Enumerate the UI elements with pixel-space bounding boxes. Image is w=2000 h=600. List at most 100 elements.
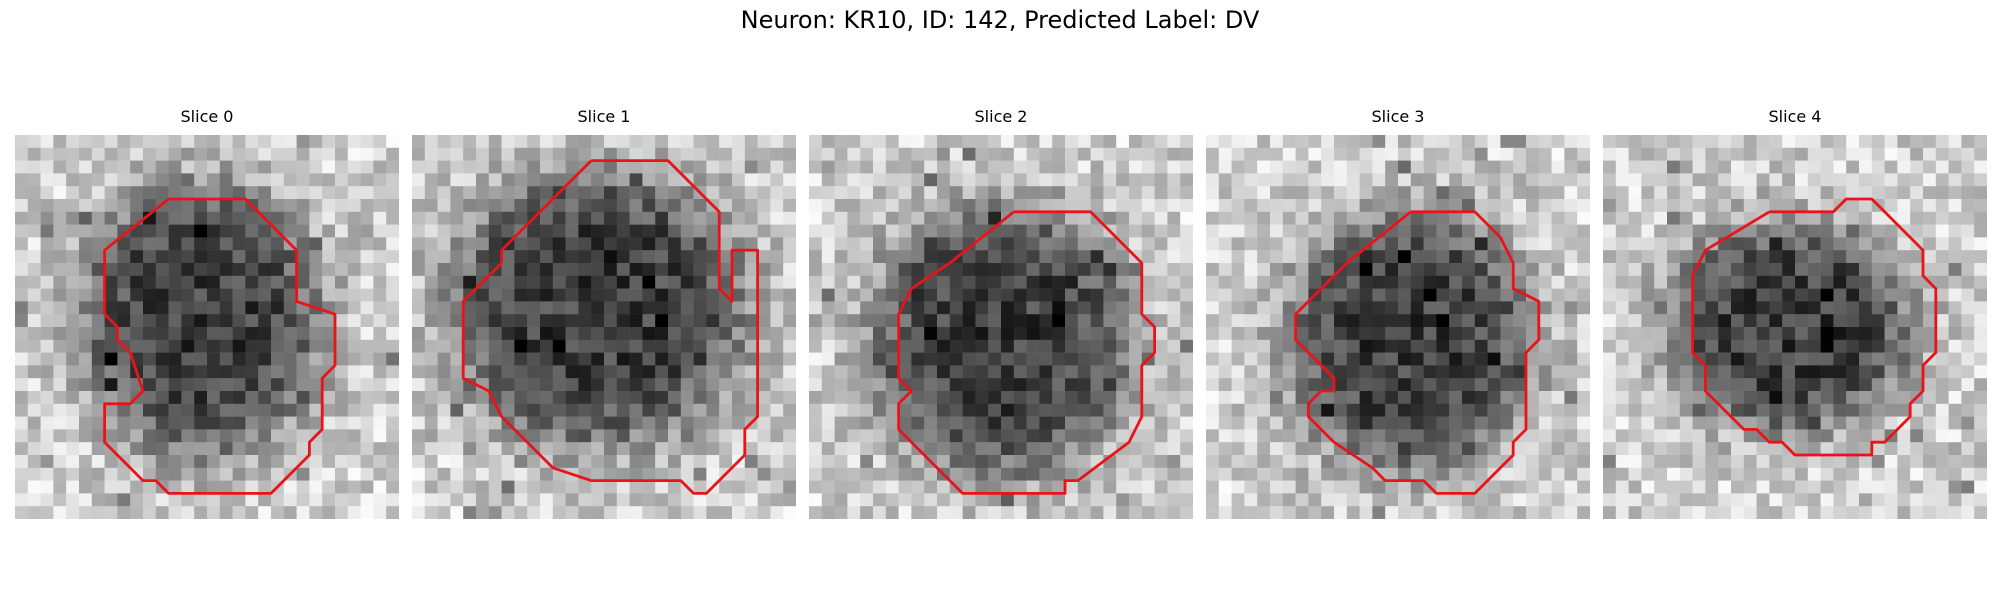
image-pixel bbox=[1052, 467, 1066, 481]
image-pixel bbox=[1654, 147, 1668, 161]
image-pixel bbox=[988, 416, 1002, 430]
image-pixel bbox=[834, 173, 848, 187]
image-pixel bbox=[360, 365, 374, 379]
image-pixel bbox=[283, 288, 297, 302]
image-pixel bbox=[463, 467, 477, 481]
image-pixel bbox=[1385, 327, 1399, 341]
image-pixel bbox=[1398, 416, 1412, 430]
image-pixel bbox=[335, 327, 349, 341]
image-pixel bbox=[66, 186, 80, 200]
image-pixel bbox=[1410, 275, 1424, 289]
image-pixel bbox=[757, 429, 771, 443]
image-pixel bbox=[1372, 429, 1386, 443]
image-pixel bbox=[949, 301, 963, 315]
image-pixel bbox=[847, 493, 861, 507]
image-pixel bbox=[450, 352, 464, 366]
image-pixel bbox=[1436, 275, 1450, 289]
image-pixel bbox=[1859, 339, 1873, 353]
image-pixel bbox=[143, 237, 157, 251]
image-pixel bbox=[1372, 365, 1386, 379]
image-pixel bbox=[1308, 199, 1322, 213]
image-pixel bbox=[1897, 429, 1911, 443]
image-pixel bbox=[450, 506, 464, 519]
image-pixel bbox=[1257, 250, 1271, 264]
image-pixel bbox=[1295, 467, 1309, 481]
image-pixel bbox=[232, 506, 246, 519]
image-pixel bbox=[1218, 263, 1232, 277]
image-pixel bbox=[834, 493, 848, 507]
image-pixel bbox=[1910, 301, 1924, 315]
image-pixel bbox=[168, 237, 182, 251]
image-pixel bbox=[860, 211, 874, 225]
image-pixel bbox=[1359, 493, 1373, 507]
image-pixel bbox=[450, 339, 464, 353]
image-pixel bbox=[1013, 224, 1027, 238]
image-pixel bbox=[15, 275, 29, 289]
image-pixel bbox=[1795, 378, 1809, 392]
image-pixel bbox=[232, 263, 246, 277]
image-pixel bbox=[873, 250, 887, 264]
image-pixel bbox=[1334, 173, 1348, 187]
image-pixel bbox=[1910, 327, 1924, 341]
image-pixel bbox=[1820, 288, 1834, 302]
image-pixel bbox=[1103, 237, 1117, 251]
image-pixel bbox=[873, 224, 887, 238]
image-pixel bbox=[885, 442, 899, 456]
image-pixel bbox=[181, 224, 195, 238]
image-pixel bbox=[1551, 506, 1565, 519]
image-pixel bbox=[847, 480, 861, 494]
image-pixel bbox=[655, 365, 669, 379]
image-pixel bbox=[1103, 288, 1117, 302]
image-pixel bbox=[1884, 455, 1898, 469]
image-pixel bbox=[232, 224, 246, 238]
image-pixel bbox=[1795, 173, 1809, 187]
image-pixel bbox=[655, 314, 669, 328]
image-pixel bbox=[540, 250, 554, 264]
image-pixel bbox=[527, 352, 541, 366]
image-pixel bbox=[283, 365, 297, 379]
image-pixel bbox=[629, 224, 643, 238]
image-pixel bbox=[847, 467, 861, 481]
image-pixel bbox=[1090, 250, 1104, 264]
image-pixel bbox=[1257, 186, 1271, 200]
image-pixel bbox=[1423, 442, 1437, 456]
image-pixel bbox=[1436, 199, 1450, 213]
image-pixel bbox=[911, 250, 925, 264]
image-pixel bbox=[1270, 135, 1284, 149]
image-pixel bbox=[1615, 250, 1629, 264]
image-pixel bbox=[1077, 224, 1091, 238]
image-pixel bbox=[181, 467, 195, 481]
image-pixel bbox=[1257, 506, 1271, 519]
image-pixel bbox=[1321, 263, 1335, 277]
image-pixel bbox=[1167, 263, 1181, 277]
image-pixel bbox=[437, 480, 451, 494]
image-pixel bbox=[53, 199, 67, 213]
image-pixel bbox=[1795, 250, 1809, 264]
image-pixel bbox=[1769, 237, 1783, 251]
image-pixel bbox=[860, 339, 874, 353]
image-pixel bbox=[1948, 135, 1962, 149]
image-pixel bbox=[258, 378, 272, 392]
image-pixel bbox=[1705, 429, 1719, 443]
image-pixel bbox=[668, 250, 682, 264]
image-pixel bbox=[937, 186, 951, 200]
image-pixel bbox=[1935, 416, 1949, 430]
image-pixel bbox=[1705, 493, 1719, 507]
image-pixel bbox=[1538, 378, 1552, 392]
image-pixel bbox=[655, 442, 669, 456]
image-pixel bbox=[1551, 250, 1565, 264]
image-pixel bbox=[527, 416, 541, 430]
image-pixel bbox=[1052, 506, 1066, 519]
image-pixel bbox=[1948, 173, 1962, 187]
image-pixel bbox=[1129, 301, 1143, 315]
image-pixel bbox=[1769, 199, 1783, 213]
image-pixel bbox=[847, 173, 861, 187]
image-pixel bbox=[1052, 416, 1066, 430]
image-pixel bbox=[1897, 160, 1911, 174]
image-pixel bbox=[155, 224, 169, 238]
image-pixel bbox=[860, 288, 874, 302]
image-pixel bbox=[1756, 467, 1770, 481]
image-pixel bbox=[79, 263, 93, 277]
image-pixel bbox=[706, 224, 720, 238]
image-pixel bbox=[898, 250, 912, 264]
